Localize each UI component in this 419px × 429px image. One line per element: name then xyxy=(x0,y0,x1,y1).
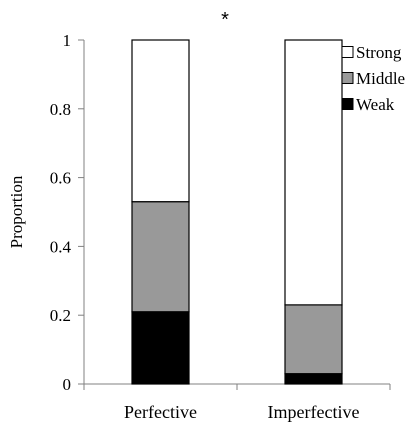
bar-segment-strong xyxy=(131,39,190,203)
y-tick-label: 0.8 xyxy=(50,100,71,119)
x-category-label: Perfective xyxy=(124,402,197,422)
bar-segment-middle xyxy=(131,201,190,313)
y-tick-label: 0 xyxy=(63,375,72,394)
y-tick-label: 0.4 xyxy=(50,237,72,256)
legend-swatch-weak xyxy=(341,98,354,110)
legend-label-weak: Weak xyxy=(356,95,395,114)
legend-swatch-strong xyxy=(341,46,354,58)
axes: 0 0.2 0.4 0.6 0.8 1 xyxy=(50,31,391,394)
y-tick-label: 0.2 xyxy=(50,306,71,325)
significance-marker: * xyxy=(221,9,229,31)
y-tick-label: 0.6 xyxy=(50,169,71,188)
x-category-label: Imperfective xyxy=(268,402,360,422)
bar-segment-strong xyxy=(284,39,343,306)
bar-segment-middle xyxy=(284,304,343,375)
legend-label-strong: Strong xyxy=(356,43,402,62)
bars: Perfective Imperfective xyxy=(124,39,360,422)
legend: Strong Middle Weak xyxy=(341,43,405,114)
bar-segment-weak xyxy=(284,373,343,385)
y-axis-title: Proportion xyxy=(7,175,26,248)
legend-label-middle: Middle xyxy=(356,69,405,88)
bar-segment-weak xyxy=(131,311,190,385)
y-tick-label: 1 xyxy=(63,31,72,50)
legend-swatch-middle xyxy=(341,72,354,84)
